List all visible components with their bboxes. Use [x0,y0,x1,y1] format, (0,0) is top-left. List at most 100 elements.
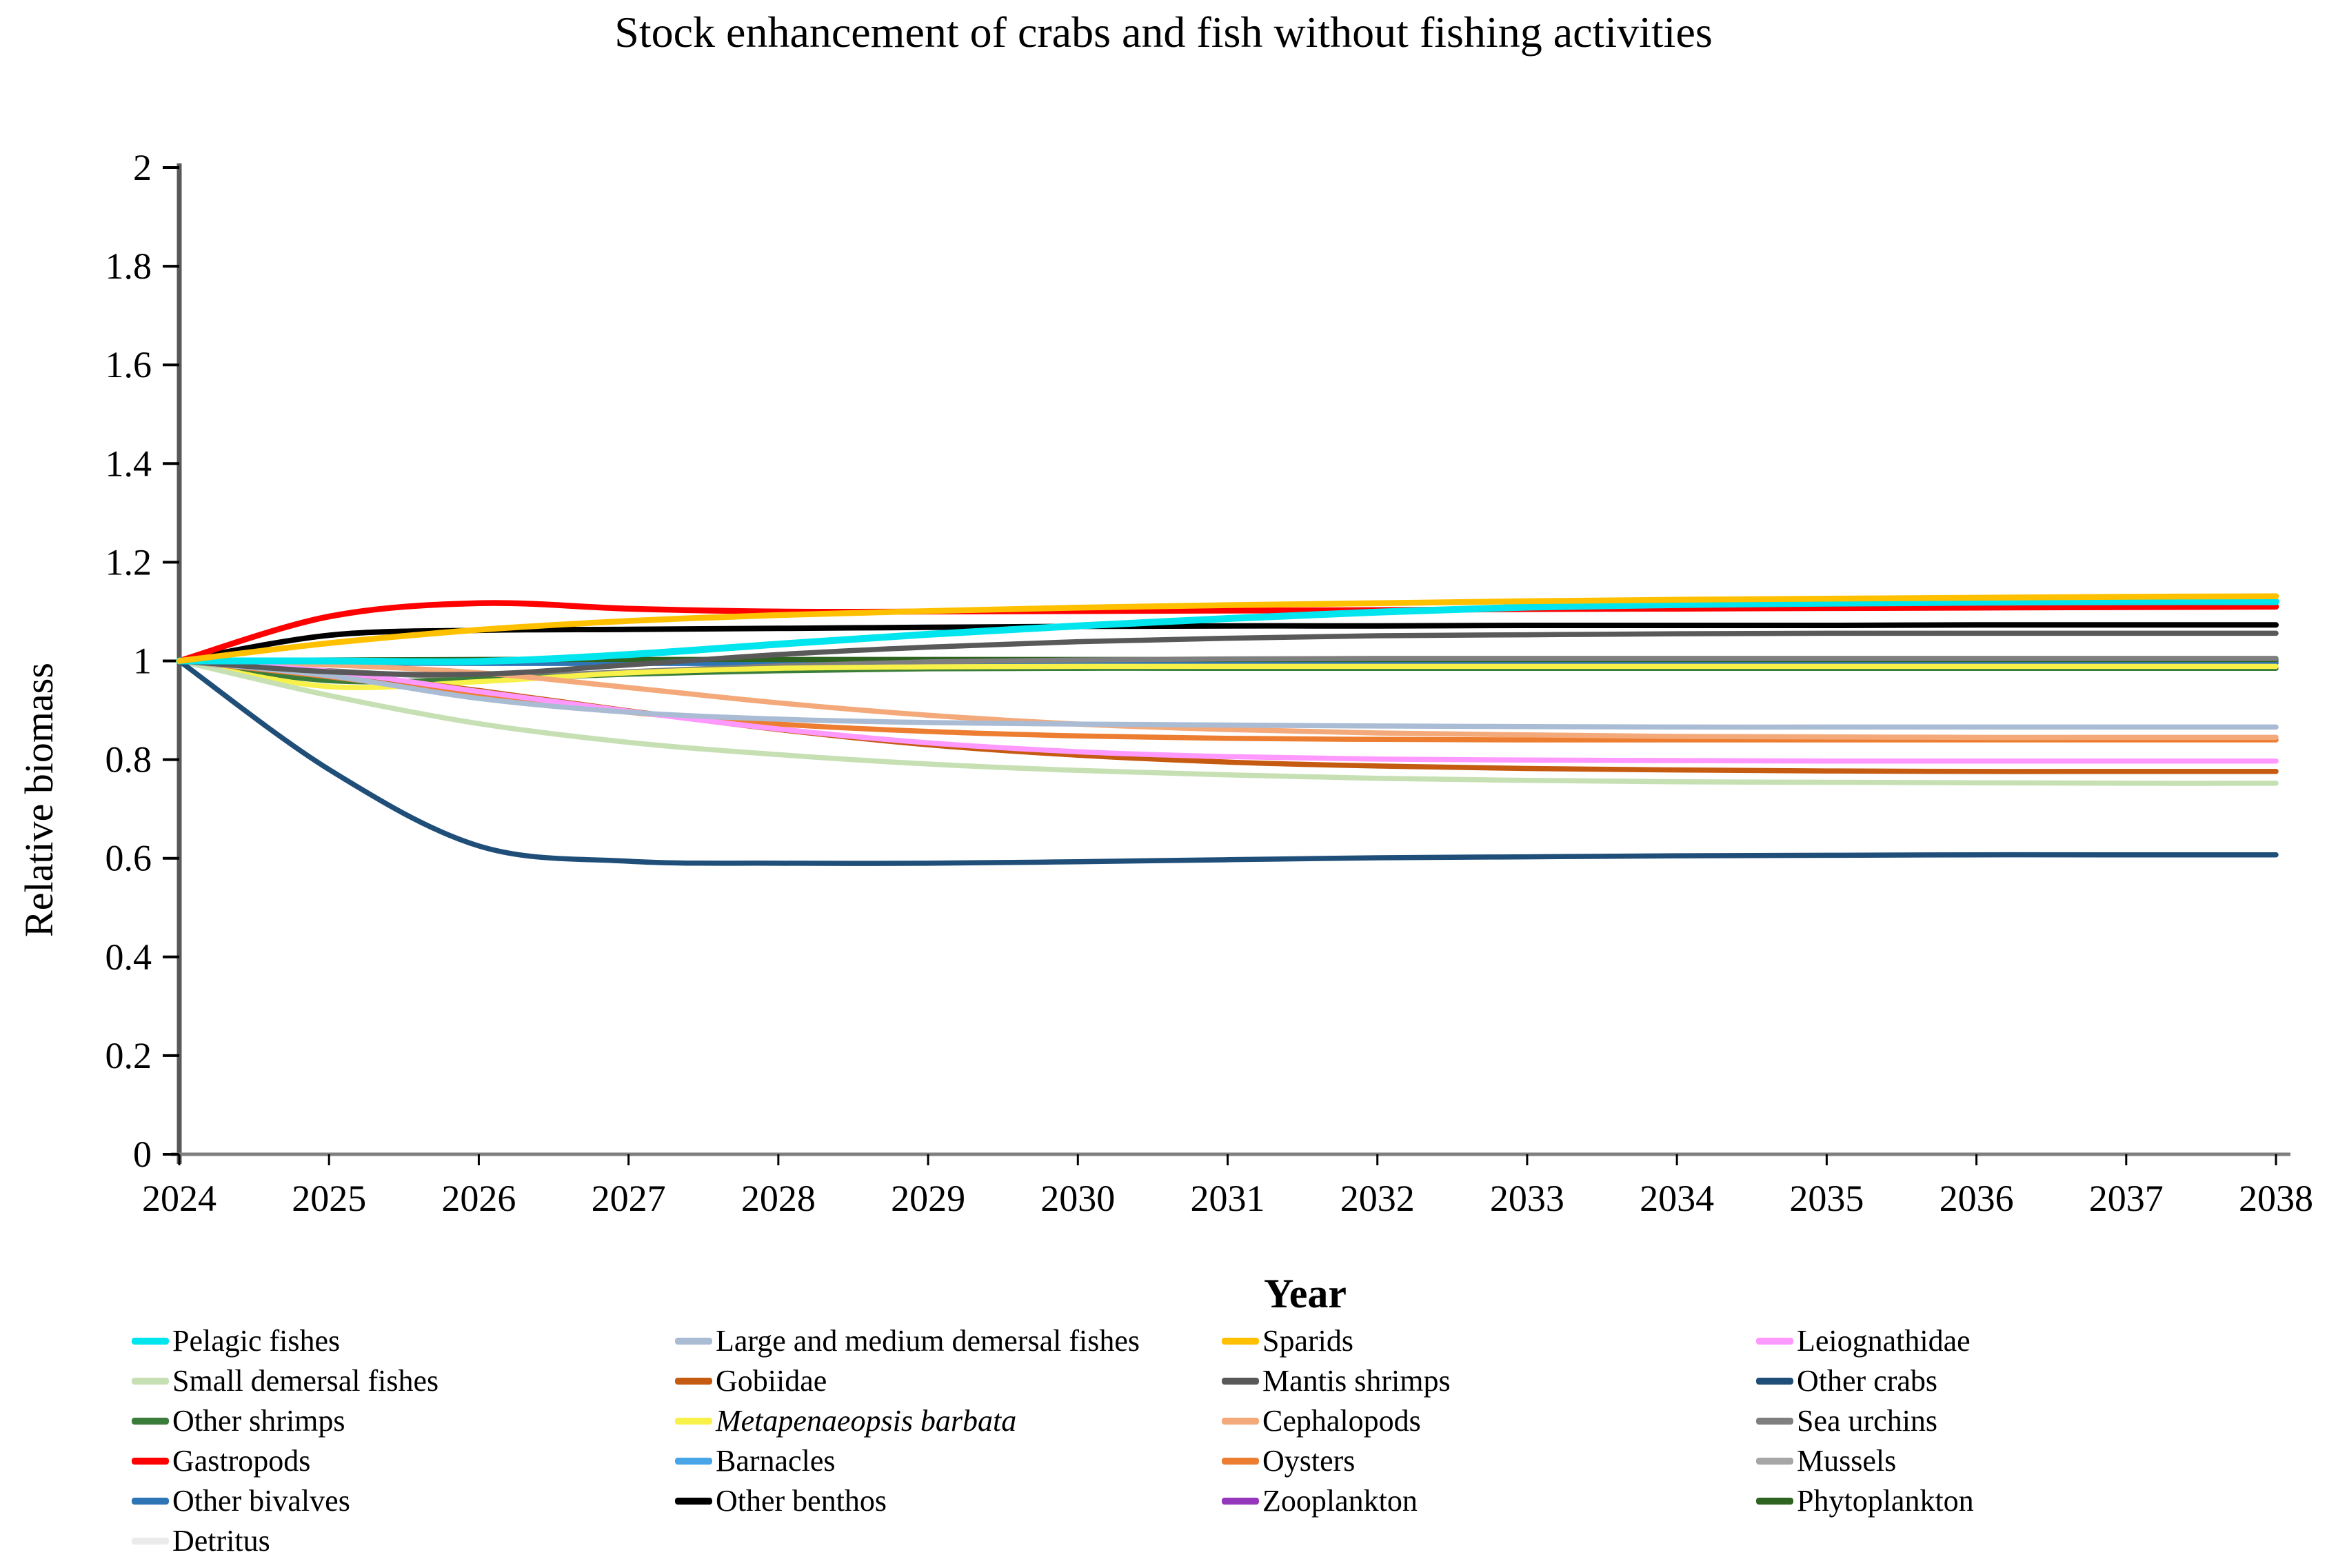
legend-item-small_demersal: Small demersal fishes [132,1361,439,1401]
legend-swatch-zooplankton [1222,1498,1259,1505]
series-line-large_medium [177,658,2279,730]
legend-column-1: Pelagic fishes Small demersal fishes Other… [132,1321,439,1561]
legend-label-barnacles: Barnacles [716,1444,836,1478]
legend-label-oysters: Oysters [1262,1444,1356,1478]
legend-label-sparids: Sparids [1262,1324,1353,1358]
x-tick-label: 2036 [1940,1178,2014,1219]
legend-label-gobiidae: Gobiidae [716,1364,827,1398]
x-tick-label: 2037 [2089,1178,2164,1219]
x-tick-label: 2032 [1340,1178,1415,1219]
y-tick-label: 1.8 [105,245,152,287]
series-line-pelagic [176,598,2279,665]
series-line-small_demersal [177,658,2279,786]
y-tick-label: 0.2 [105,1035,152,1076]
legend-swatch-gobiidae [675,1378,712,1385]
x-tick-label: 2025 [292,1178,366,1219]
y-tick-label: 2 [133,147,152,188]
series-line-leiognathidae [177,658,2279,764]
axes: 0 0.2 0.4 0.6 0.8 1 1.2 1.4 1.6 1.8 2 2024 2025 2026 2… [105,147,2314,1219]
legend-item-other_bivalves: Other bivalves [132,1481,439,1521]
legend-swatch-sea_urchins [1756,1418,1793,1425]
legend-label-small_demersal: Small demersal fishes [172,1364,439,1398]
series-lines [176,593,2279,866]
y-tick-label: 0.6 [105,838,152,879]
legend-column-3: Sparids Mantis shrimps Cephalopods Oysters Z… [1222,1321,1451,1521]
legend-swatch-other_shrimps [132,1418,169,1425]
series-line-other_bivalves [177,658,2279,666]
legend-label-zooplankton: Zooplankton [1262,1484,1418,1518]
legend-item-cephalopods: Cephalopods [1222,1401,1451,1441]
legend-item-pelagic: Pelagic fishes [132,1321,439,1361]
y-tick-label: 0 [133,1134,152,1175]
legend-item-sea_urchins: Sea urchins [1756,1401,1974,1441]
chart-title: Stock enhancement of crabs and fish with… [614,8,1713,57]
x-tick-label: 2031 [1191,1178,1265,1219]
legend-swatch-oysters [1222,1458,1259,1465]
chart-legend: Pelagic fishes Small demersal fishes Other… [0,1321,2327,1568]
legend-label-other_shrimps: Other shrimps [172,1404,345,1438]
legend-item-zooplankton: Zooplankton [1222,1481,1451,1521]
series-line-mantis [177,630,2279,678]
series-line-cephalopods [177,658,2279,741]
legend-item-mussels: Mussels [1756,1441,1974,1481]
legend-label-pelagic: Pelagic fishes [172,1324,341,1358]
x-tick-label: 2038 [2239,1178,2313,1219]
legend-item-mantis: Mantis shrimps [1222,1361,1451,1401]
legend-swatch-mussels [1756,1458,1793,1465]
x-tick-label: 2026 [441,1178,516,1219]
legend-swatch-barnacles [675,1458,712,1465]
x-tick-label: 2035 [1789,1178,1864,1219]
legend-item-gastropods: Gastropods [132,1441,439,1481]
legend-label-detritus: Detritus [172,1524,270,1558]
y-tick-label: 1 [133,641,152,682]
legend-item-phytoplankton: Phytoplankton [1756,1481,1974,1521]
legend-item-other_benthos: Other benthos [675,1481,1140,1521]
series-line-gastropods [176,600,2279,664]
legend-label-mussels: Mussels [1797,1444,1897,1478]
legend-label-cephalopods: Cephalopods [1262,1404,1421,1438]
legend-swatch-metapenaeopsis [675,1418,712,1425]
legend-item-oysters: Oysters [1222,1441,1451,1481]
y-tick-label: 0.4 [105,936,152,978]
legend-item-leiognathidae: Leiognathidae [1756,1321,1974,1361]
series-line-sparids [176,593,2279,664]
legend-item-detritus: Detritus [132,1521,439,1561]
x-tick-label: 2034 [1640,1178,1714,1219]
legend-swatch-other_benthos [675,1498,712,1505]
legend-swatch-pelagic [132,1338,169,1345]
legend-swatch-other_bivalves [132,1498,169,1505]
x-tick-label: 2027 [592,1178,666,1219]
legend-swatch-detritus [132,1538,169,1545]
legend-swatch-sparids [1222,1338,1259,1345]
legend-swatch-phytoplankton [1756,1498,1793,1505]
x-tick-label: 2029 [891,1178,965,1219]
legend-item-sparids: Sparids [1222,1321,1451,1361]
legend-swatch-other_crabs [1756,1378,1793,1385]
legend-label-gastropods: Gastropods [172,1444,311,1478]
legend-item-barnacles: Barnacles [675,1441,1140,1481]
legend-item-other_shrimps: Other shrimps [132,1401,439,1441]
x-axis-label: Year [1264,1271,1347,1316]
legend-column-4: Leiognathidae Other crabs Sea urchins Musse… [1756,1321,1974,1521]
legend-label-other_benthos: Other benthos [716,1484,887,1518]
legend-label-leiognathidae: Leiognathidae [1797,1324,1971,1358]
legend-swatch-large_medium [675,1338,712,1345]
legend-swatch-leiognathidae [1756,1338,1793,1345]
y-tick-label: 1.4 [105,443,152,484]
y-tick-label: 1.6 [105,344,152,385]
x-tick-label: 2024 [142,1178,216,1219]
legend-label-other_crabs: Other crabs [1797,1364,1938,1398]
legend-label-mantis: Mantis shrimps [1262,1364,1451,1398]
legend-item-metapenaeopsis: Metapenaeopsis barbata [675,1401,1140,1441]
x-tick-label: 2028 [741,1178,816,1219]
legend-column-2: Large and medium demersal fishes Gobiidae… [675,1321,1140,1521]
x-tick-label: 2030 [1040,1178,1115,1219]
legend-label-phytoplankton: Phytoplankton [1797,1484,1974,1518]
legend-item-large_medium: Large and medium demersal fishes [675,1321,1140,1361]
legend-label-sea_urchins: Sea urchins [1797,1404,1938,1438]
legend-label-other_bivalves: Other bivalves [172,1484,350,1518]
series-line-other_crabs [177,658,2279,866]
x-tick-label: 2033 [1490,1178,1564,1219]
